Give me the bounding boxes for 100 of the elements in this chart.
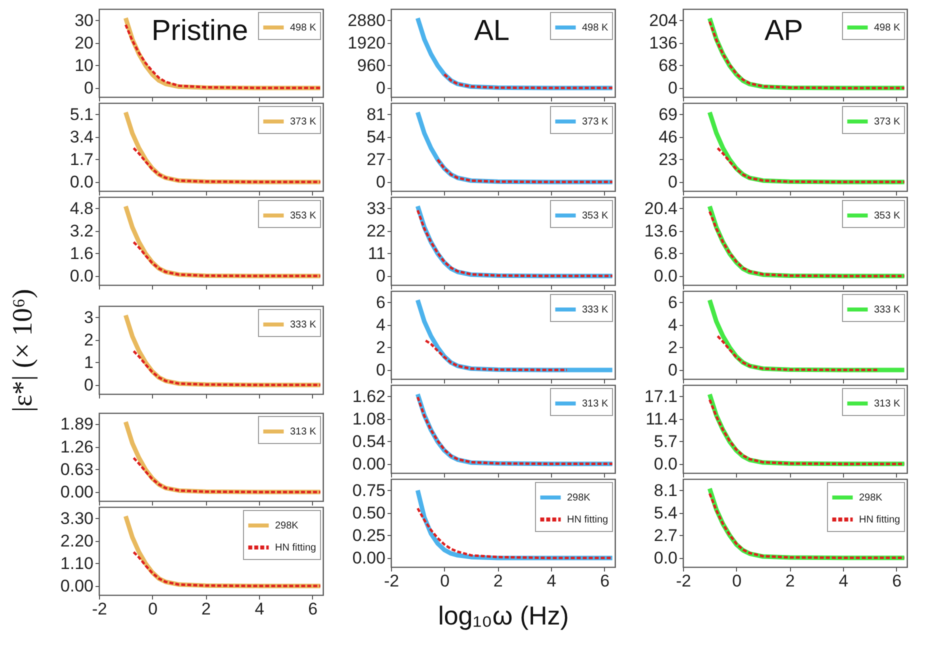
- y-tick-label: 4: [668, 315, 678, 334]
- y-tick-label: 6: [376, 292, 386, 312]
- y-tick-label: 0.75: [352, 480, 386, 500]
- legend-label: 498 K: [874, 22, 900, 34]
- annotation: AL: [474, 15, 510, 47]
- x-axis-title: log₁₀ω (Hz): [438, 600, 569, 630]
- legend-label: 373 K: [582, 116, 608, 128]
- y-tick-label: 0.0: [70, 266, 94, 286]
- y-tick-label: 0: [376, 360, 386, 380]
- legend-label: 313 K: [582, 398, 608, 410]
- y-tick-label: 1.89: [60, 414, 94, 434]
- x-tick-label: -2: [676, 572, 692, 590]
- y-tick-label: 23: [658, 150, 678, 169]
- y-tick-label: 0: [376, 172, 386, 192]
- y-tick-label: 11: [368, 244, 386, 263]
- legend-label: 373 K: [290, 116, 316, 128]
- legend-label: 373 K: [874, 116, 900, 128]
- x-tick-label: 6: [600, 572, 610, 590]
- x-tick-label: 2: [493, 572, 503, 590]
- legend-label: 333 K: [874, 304, 900, 316]
- y-tick-label: 81: [366, 104, 386, 124]
- legend-label: 353 K: [290, 210, 316, 222]
- y-tick-label: 22: [366, 221, 386, 240]
- x-tick-label: 4: [838, 572, 848, 590]
- y-tick-label: 0: [668, 172, 678, 192]
- y-tick-label: 1.6: [70, 244, 94, 263]
- x-tick-label: 2: [201, 600, 211, 618]
- legend-label: 498 K: [582, 22, 608, 34]
- y-tick-label: 5.1: [70, 104, 94, 124]
- y-tick-label: 0: [668, 78, 678, 98]
- y-tick-label: 6: [668, 292, 678, 312]
- x-tick-label: 4: [546, 572, 556, 590]
- y-tick-label: 33: [366, 198, 386, 218]
- y-tick-label: 0.0: [70, 172, 94, 192]
- x-tick-label: 6: [308, 600, 318, 618]
- y-tick-label: 2.20: [60, 531, 94, 550]
- y-tick-label: 0: [376, 266, 386, 286]
- y-tick-label: 0: [668, 360, 678, 380]
- y-tick-label: 0: [84, 375, 94, 394]
- y-tick-label: 3.30: [60, 508, 94, 528]
- y-tick-label: 30: [74, 10, 94, 30]
- y-tick-label: 20: [74, 33, 94, 52]
- annotation: Pristine: [151, 15, 248, 47]
- legend-label: HN fitting: [859, 514, 900, 526]
- y-tick-label: 69: [658, 104, 678, 124]
- legend-label: 333 K: [582, 304, 608, 316]
- y-tick-label: 2: [84, 330, 94, 350]
- y-tick-label: 0.00: [352, 454, 386, 474]
- y-tick-label: 46: [658, 127, 678, 146]
- y-tick-label: 20.4: [644, 198, 678, 218]
- legend-label: 298K: [859, 492, 883, 504]
- y-tick-label: 136: [649, 33, 678, 52]
- y-tick-label: 2.7: [654, 526, 678, 545]
- y-tick-label: 0.0: [654, 266, 678, 286]
- legend-label: 353 K: [874, 210, 900, 222]
- y-tick-label: 204: [649, 10, 678, 30]
- y-tick-label: 0: [376, 78, 386, 98]
- y-tick-label: 0.54: [352, 432, 386, 451]
- y-tick-label: 0: [84, 78, 94, 98]
- y-tick-label: 1.7: [70, 150, 94, 169]
- legend-label: 313 K: [290, 426, 316, 438]
- y-tick-label: 0.00: [60, 576, 94, 596]
- y-tick-label: 10: [74, 56, 94, 75]
- y-tick-label: 68: [658, 56, 678, 75]
- legend-label: 498 K: [290, 22, 316, 34]
- x-tick-label: 4: [254, 600, 264, 618]
- y-tick-label: 3: [84, 308, 94, 327]
- y-tick-label: 1920: [348, 33, 386, 52]
- y-tick-label: 27: [366, 150, 386, 169]
- legend-label: 298K: [275, 520, 299, 532]
- y-tick-label: 3.2: [70, 221, 94, 240]
- y-tick-label: 3.4: [70, 127, 94, 146]
- y-tick-label: 0.50: [352, 503, 386, 522]
- y-tick-label: 5.4: [654, 503, 678, 522]
- x-tick-label: 0: [732, 572, 742, 590]
- y-tick-label: 8.1: [654, 480, 678, 500]
- y-tick-label: 2: [668, 338, 678, 357]
- y-tick-label: 1: [84, 352, 94, 372]
- legend-label: 313 K: [874, 398, 900, 410]
- y-tick-label: 4.8: [70, 198, 94, 218]
- y-tick-label: 0.00: [60, 482, 94, 502]
- y-tick-label: 4: [376, 315, 386, 334]
- legend-label: HN fitting: [567, 514, 608, 526]
- x-tick-label: -2: [384, 572, 400, 590]
- y-tick-label: 6.8: [654, 244, 678, 263]
- y-tick-label: 1.08: [352, 409, 386, 428]
- y-tick-label: 17.1: [644, 386, 678, 406]
- x-tick-label: 2: [785, 572, 795, 590]
- y-tick-label: 1.62: [352, 386, 386, 406]
- y-tick-label: 0.0: [654, 454, 678, 474]
- y-tick-label: 0.63: [60, 460, 94, 479]
- y-axis-title: |ε*| (× 10⁶): [8, 288, 38, 412]
- x-tick-label: -2: [92, 600, 108, 618]
- y-tick-label: 54: [366, 127, 386, 146]
- y-tick-label: 11.4: [646, 409, 678, 428]
- y-tick-label: 5.7: [654, 432, 678, 451]
- legend-label: 333 K: [290, 320, 316, 330]
- legend-label: HN fitting: [275, 542, 316, 554]
- annotation: AP: [764, 15, 804, 47]
- y-tick-label: 2880: [348, 10, 386, 30]
